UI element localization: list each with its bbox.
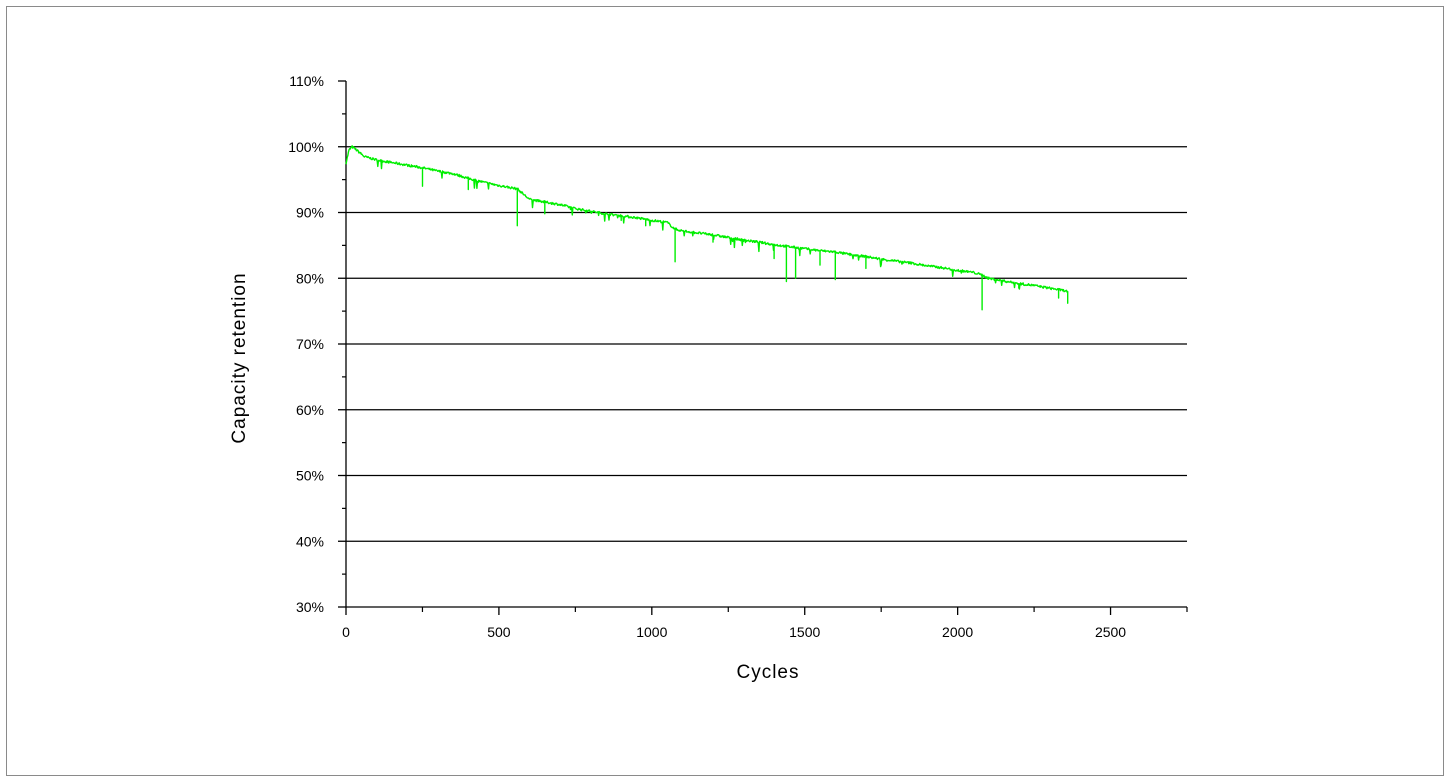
y-tick-label-5: 80% — [296, 270, 324, 286]
chart-frame — [6, 6, 1444, 776]
x-tick-label-5: 2500 — [1095, 624, 1126, 640]
x-tick-label-0: 0 — [342, 624, 350, 640]
y-tick-label-2: 50% — [296, 468, 324, 484]
x-tick-label-1: 500 — [487, 624, 511, 640]
gridlines — [346, 146, 1187, 542]
y-tick-label-0: 30% — [296, 599, 324, 615]
y-axis-title: Capacity retention — [229, 272, 250, 443]
y-tick-label-7: 100% — [288, 139, 324, 155]
x-axis-title: Cycles — [736, 662, 799, 683]
y-tick-label-8: 110% — [289, 73, 324, 89]
axes — [338, 80, 1188, 615]
series-line-0 — [345, 145, 1069, 311]
x-tick-label-3: 1500 — [789, 624, 820, 640]
y-tick-label-6: 90% — [296, 205, 324, 221]
y-tick-label-3: 60% — [296, 402, 324, 418]
series-line-layer — [345, 145, 1069, 311]
y-tick-label-1: 40% — [296, 533, 324, 549]
tick-labels: 30% 40% 50% 60% 70% 80% 90% 100% 110% 0 500 1000 150… — [288, 73, 1126, 640]
x-tick-label-2: 1000 — [636, 624, 667, 640]
y-tick-label-4: 70% — [296, 336, 324, 352]
x-tick-label-4: 2000 — [942, 624, 973, 640]
